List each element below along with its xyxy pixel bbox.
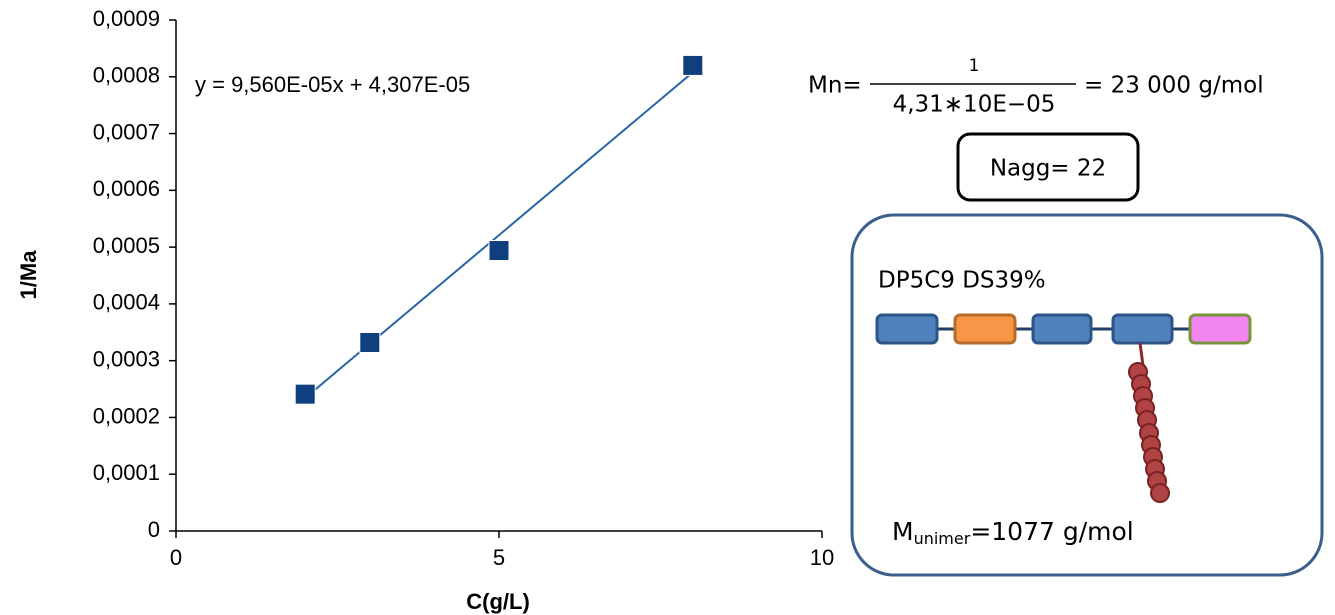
sample-label: DP5C9 DS39% <box>878 268 1046 294</box>
y-tick-label: 0,0007 <box>93 119 160 144</box>
y-tick-label: 0,0003 <box>93 346 160 371</box>
unimer-mass: Munimer=1077 g/mol <box>892 517 1134 548</box>
y-tick-label: 0,0008 <box>93 63 160 88</box>
nagg: Nagg= 22 <box>990 156 1106 182</box>
mn-prefix: Mn= <box>808 73 862 99</box>
y-tick-label: 0,0001 <box>93 460 160 485</box>
mn-result: = 23 000 g/mol <box>1084 73 1264 99</box>
x-tick-label: 5 <box>493 545 505 570</box>
point <box>488 240 510 262</box>
m-subscript: unimer <box>914 529 971 548</box>
y-tick-label: 0,0004 <box>93 290 160 315</box>
nagg-box <box>956 132 1140 202</box>
y-tick-label: 0,0009 <box>93 6 160 31</box>
y-tick-label: 0 <box>148 517 160 542</box>
mn-denominator: 4,31∗10E−05 <box>893 92 1056 118</box>
y-tick-label: 0,0005 <box>93 233 160 258</box>
unimer-diagram <box>875 313 1252 503</box>
x-axis-label: C(g/L) <box>466 589 530 614</box>
m-value: =1077 g/mol <box>970 517 1133 546</box>
y-tick-label: 0,0006 <box>93 176 160 201</box>
unimer-box <box>850 213 1324 577</box>
x-tick-label: 10 <box>810 545 834 570</box>
trendline-equation: y = 9,560E-05x + 4,307E-05 <box>195 72 470 97</box>
y-tick-label: 0,0002 <box>93 403 160 428</box>
point <box>359 331 381 353</box>
y-axis-label: 1/Ma <box>16 250 41 300</box>
mn-numerator: 1 <box>969 56 980 76</box>
point <box>682 54 704 76</box>
point <box>294 383 316 405</box>
x-tick-label: 0 <box>170 545 182 570</box>
m: M <box>892 517 914 546</box>
